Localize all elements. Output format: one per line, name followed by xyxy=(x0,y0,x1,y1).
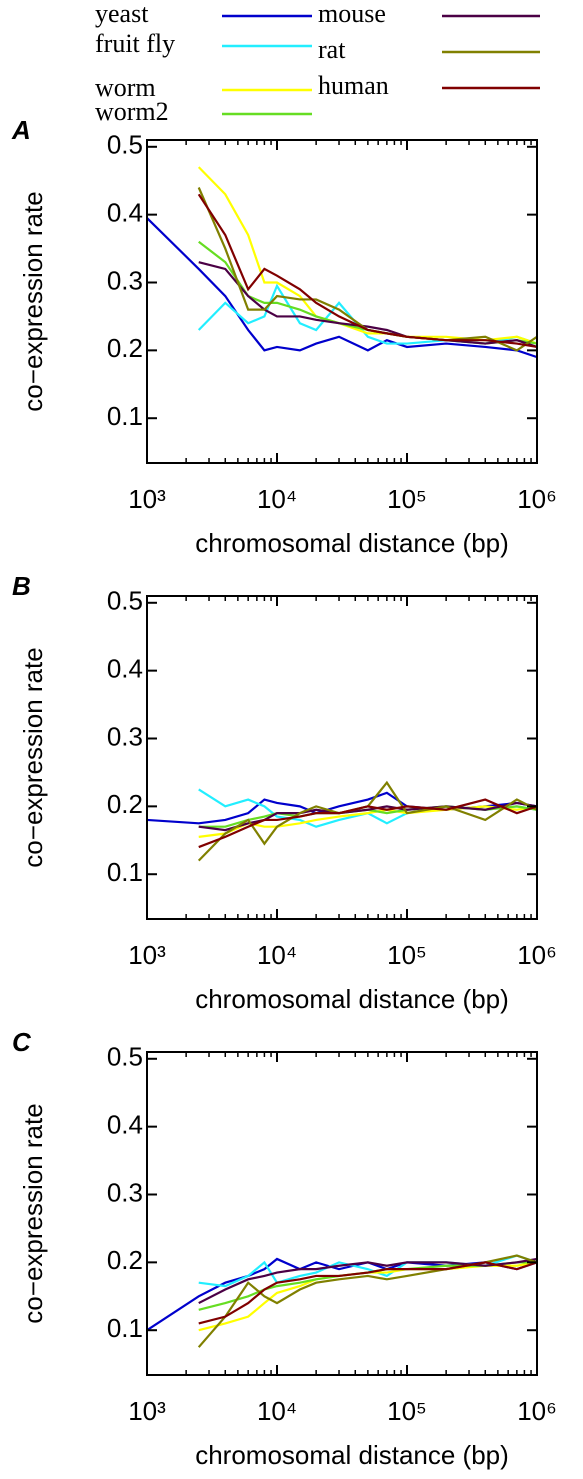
x-tick-label: 10⁶ xyxy=(517,1396,557,1426)
series-line xyxy=(197,193,537,349)
y-tick-label: 0.4 xyxy=(107,654,143,684)
x-axis-label: chromosomal distance (bp) xyxy=(195,1440,509,1470)
y-tick-label: 0.1 xyxy=(107,857,143,887)
y-tick-label: 0.2 xyxy=(107,789,143,819)
series-line xyxy=(198,1254,537,1288)
x-tick-label: 10⁵ xyxy=(387,1396,427,1426)
y-tick-label: 0.2 xyxy=(107,333,143,363)
y-tick-label: 0.1 xyxy=(107,1313,143,1343)
y-tick-label: 0.3 xyxy=(107,1177,143,1207)
x-tick-label: 10⁴ xyxy=(257,940,297,970)
y-tick-label: 0.5 xyxy=(107,586,143,616)
series-line xyxy=(198,240,537,345)
y-axis-label: co−expression rate xyxy=(18,191,48,411)
panel-label: C xyxy=(12,1027,32,1057)
series-line xyxy=(197,780,537,862)
series-line xyxy=(197,283,537,345)
legend-label: worm xyxy=(95,73,156,102)
x-tick-label: 10³ xyxy=(128,940,166,970)
panel-label: A xyxy=(11,115,31,145)
x-axis-label: chromosomal distance (bp) xyxy=(195,528,509,558)
y-axis-label: co−expression rate xyxy=(18,1103,48,1323)
x-tick-label: 10⁵ xyxy=(387,484,427,514)
series-line xyxy=(198,798,537,849)
x-tick-label: 10⁴ xyxy=(257,484,297,514)
x-tick-label: 10⁶ xyxy=(517,940,557,970)
x-tick-label: 10⁴ xyxy=(257,1396,297,1426)
plot-frame xyxy=(146,139,538,464)
x-tick-label: 10⁶ xyxy=(517,484,557,514)
series-line xyxy=(198,1261,537,1325)
y-tick-label: 0.3 xyxy=(107,721,143,751)
x-tick-label: 10³ xyxy=(128,1396,166,1426)
y-tick-label: 0.1 xyxy=(107,401,143,431)
y-tick-label: 0.4 xyxy=(107,198,143,228)
series-line xyxy=(198,261,537,349)
panel-label: B xyxy=(12,571,31,601)
legend-label: rat xyxy=(318,35,346,64)
y-tick-label: 0.2 xyxy=(107,1245,143,1275)
x-tick-label: 10³ xyxy=(128,484,166,514)
legend-label: yeast xyxy=(95,0,149,28)
y-tick-label: 0.5 xyxy=(107,130,143,160)
series-line xyxy=(147,1257,537,1332)
series-line xyxy=(197,166,537,345)
legend-label: worm2 xyxy=(95,97,169,126)
series-line xyxy=(197,187,537,352)
legend-label: human xyxy=(318,71,389,100)
y-tick-label: 0.4 xyxy=(107,1110,143,1140)
plot-frame xyxy=(146,595,538,920)
plot-frame xyxy=(146,1051,538,1376)
x-axis-label: chromosomal distance (bp) xyxy=(195,984,509,1014)
legend-label: mouse xyxy=(318,0,386,28)
legend-label: fruit fly xyxy=(95,29,175,58)
y-tick-label: 0.5 xyxy=(107,1042,143,1072)
y-axis-label: co−expression rate xyxy=(18,647,48,867)
y-tick-label: 0.3 xyxy=(107,265,143,295)
x-tick-label: 10⁵ xyxy=(387,940,427,970)
